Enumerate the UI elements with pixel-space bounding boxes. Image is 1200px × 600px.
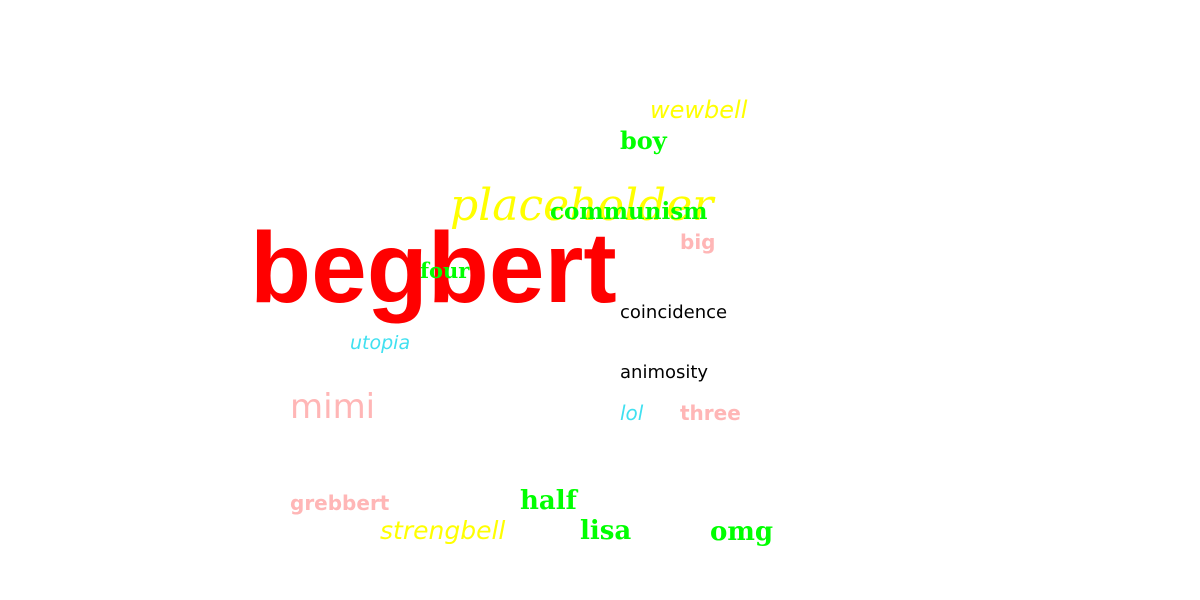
word-communism: communism	[550, 198, 708, 225]
word-three: three	[680, 401, 741, 425]
word-half: half	[520, 486, 577, 516]
word-lol: lol	[620, 401, 644, 425]
word-coincidence: coincidence	[620, 302, 728, 323]
word-grebbert: grebbert	[290, 491, 390, 515]
word-boy: boy	[620, 126, 667, 155]
word-begbert: begbert	[250, 212, 617, 324]
word-strengbell: strengbell	[380, 516, 506, 545]
word-mimi: mimi	[290, 387, 376, 427]
word-big: big	[680, 230, 716, 254]
word-wewbell: wewbell	[650, 96, 748, 124]
word-lisa: lisa	[580, 516, 632, 546]
word-four: four	[420, 258, 470, 283]
word-animosity: animosity	[620, 362, 709, 383]
word-omg: omg	[710, 517, 774, 547]
word-utopia: utopia	[350, 332, 411, 354]
word-placeholder: placeholder	[450, 180, 714, 231]
